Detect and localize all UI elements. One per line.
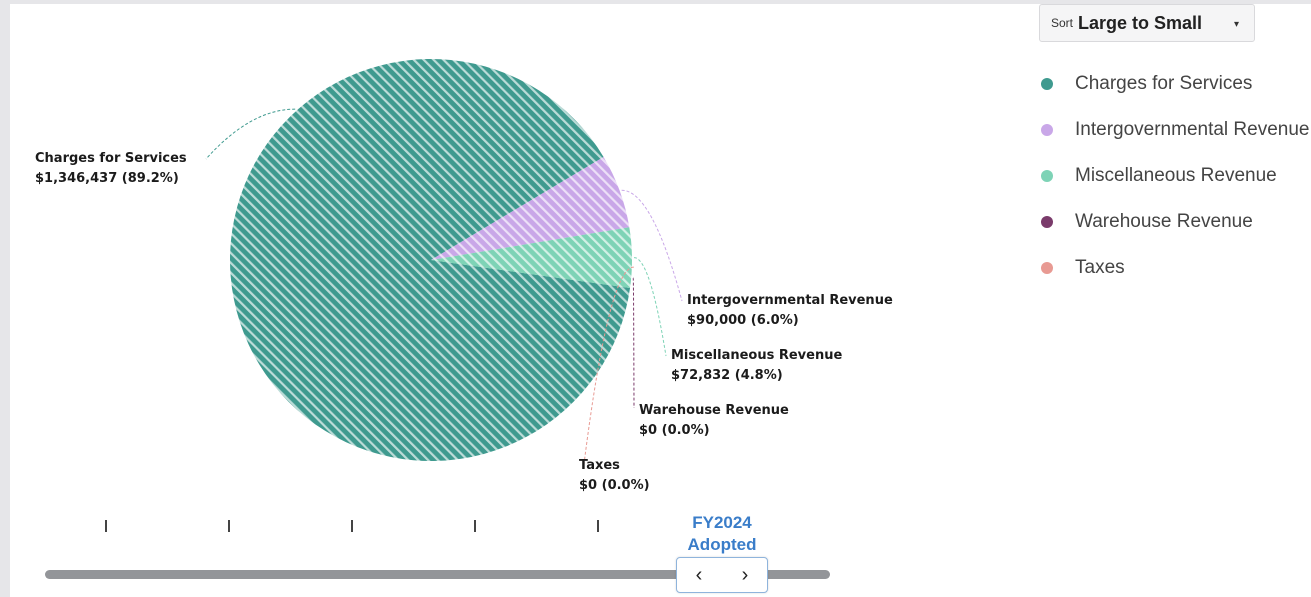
timeline-tick[interactable]: [474, 520, 476, 532]
revenue-pie-chart: [205, 58, 683, 465]
legend-swatch: [1041, 170, 1053, 182]
timeline-selected-label: FY2024 Adopted: [672, 512, 772, 556]
timeline-slider-track[interactable]: [45, 570, 830, 579]
timeline-fiscal-year: FY2024: [692, 513, 752, 532]
slice-label-value: $90,000 (6.0%): [687, 313, 799, 328]
slice-label-name: Intergovernmental Revenue: [687, 293, 893, 308]
legend-swatch: [1041, 78, 1053, 90]
legend-label: Warehouse Revenue: [1075, 211, 1253, 232]
leader-line: [583, 266, 634, 465]
pie-slice-intergovernmental-revenue[interactable]: [431, 156, 630, 260]
slice-label-name: Taxes: [579, 458, 620, 473]
legend-label: Intergovernmental Revenue: [1075, 119, 1310, 140]
chart-legend: Charges for Services Intergovernmental R…: [1041, 61, 1311, 291]
leader-line: [205, 108, 296, 160]
leader-line: [632, 277, 635, 409]
timeline-slider-handle[interactable]: ‹ ›: [676, 557, 768, 593]
chart-panel: Charges for Services $1,346,437 (89.2%) …: [10, 4, 1311, 597]
sort-prefix-label: Sort: [1051, 16, 1074, 30]
timeline-stage: Adopted: [687, 535, 757, 554]
slice-label-name: Miscellaneous Revenue: [671, 348, 843, 363]
sort-value: Large to Small: [1078, 12, 1203, 33]
slice-label-warehouse-revenue: Warehouse Revenue $0 (0.0%): [639, 401, 789, 441]
slice-label-value: $72,832 (4.8%): [671, 368, 783, 383]
legend-label: Taxes: [1075, 257, 1125, 278]
chevron-down-icon: ▾: [1233, 19, 1239, 30]
slice-label-value: $1,346,437 (89.2%): [35, 171, 179, 186]
slice-label-miscellaneous-revenue: Miscellaneous Revenue $72,832 (4.8%): [671, 346, 842, 386]
legend-item-intergovernmental-revenue[interactable]: Intergovernmental Revenue: [1041, 107, 1311, 153]
timeline-tick[interactable]: [228, 520, 230, 532]
legend-item-miscellaneous-revenue[interactable]: Miscellaneous Revenue: [1041, 153, 1311, 199]
legend-label: Charges for Services: [1075, 73, 1253, 94]
slice-label-value: $0 (0.0%): [639, 423, 710, 438]
leader-line: [621, 189, 683, 302]
pie-slice-charges-for-services[interactable]: [230, 58, 631, 461]
slice-label-value: $0 (0.0%): [579, 478, 650, 493]
legend-item-warehouse-revenue[interactable]: Warehouse Revenue: [1041, 199, 1311, 245]
legend-label: Miscellaneous Revenue: [1075, 165, 1277, 186]
legend-swatch: [1041, 262, 1053, 274]
leader-line: [633, 257, 667, 357]
legend-item-charges-for-services[interactable]: Charges for Services: [1041, 61, 1311, 107]
sort-dropdown[interactable]: Sort Large to Small ▾: [1039, 4, 1255, 42]
slice-label-name: Warehouse Revenue: [639, 403, 789, 418]
legend-swatch: [1041, 124, 1053, 136]
timeline-tick[interactable]: [105, 520, 107, 532]
slice-label-name: Charges for Services: [35, 151, 187, 166]
pie-slice-miscellaneous-revenue[interactable]: [431, 227, 632, 288]
timeline-tick[interactable]: [597, 520, 599, 532]
legend-swatch: [1041, 216, 1053, 228]
legend-item-taxes[interactable]: Taxes: [1041, 245, 1311, 291]
chevron-left-icon[interactable]: ‹: [695, 563, 703, 586]
slice-label-intergovernmental-revenue: Intergovernmental Revenue $90,000 (6.0%): [687, 291, 893, 331]
slice-label-taxes: Taxes $0 (0.0%): [579, 456, 650, 496]
timeline-tick[interactable]: [351, 520, 353, 532]
chevron-right-icon[interactable]: ›: [741, 563, 749, 586]
slice-label-charges-for-services: Charges for Services $1,346,437 (89.2%): [35, 149, 187, 189]
